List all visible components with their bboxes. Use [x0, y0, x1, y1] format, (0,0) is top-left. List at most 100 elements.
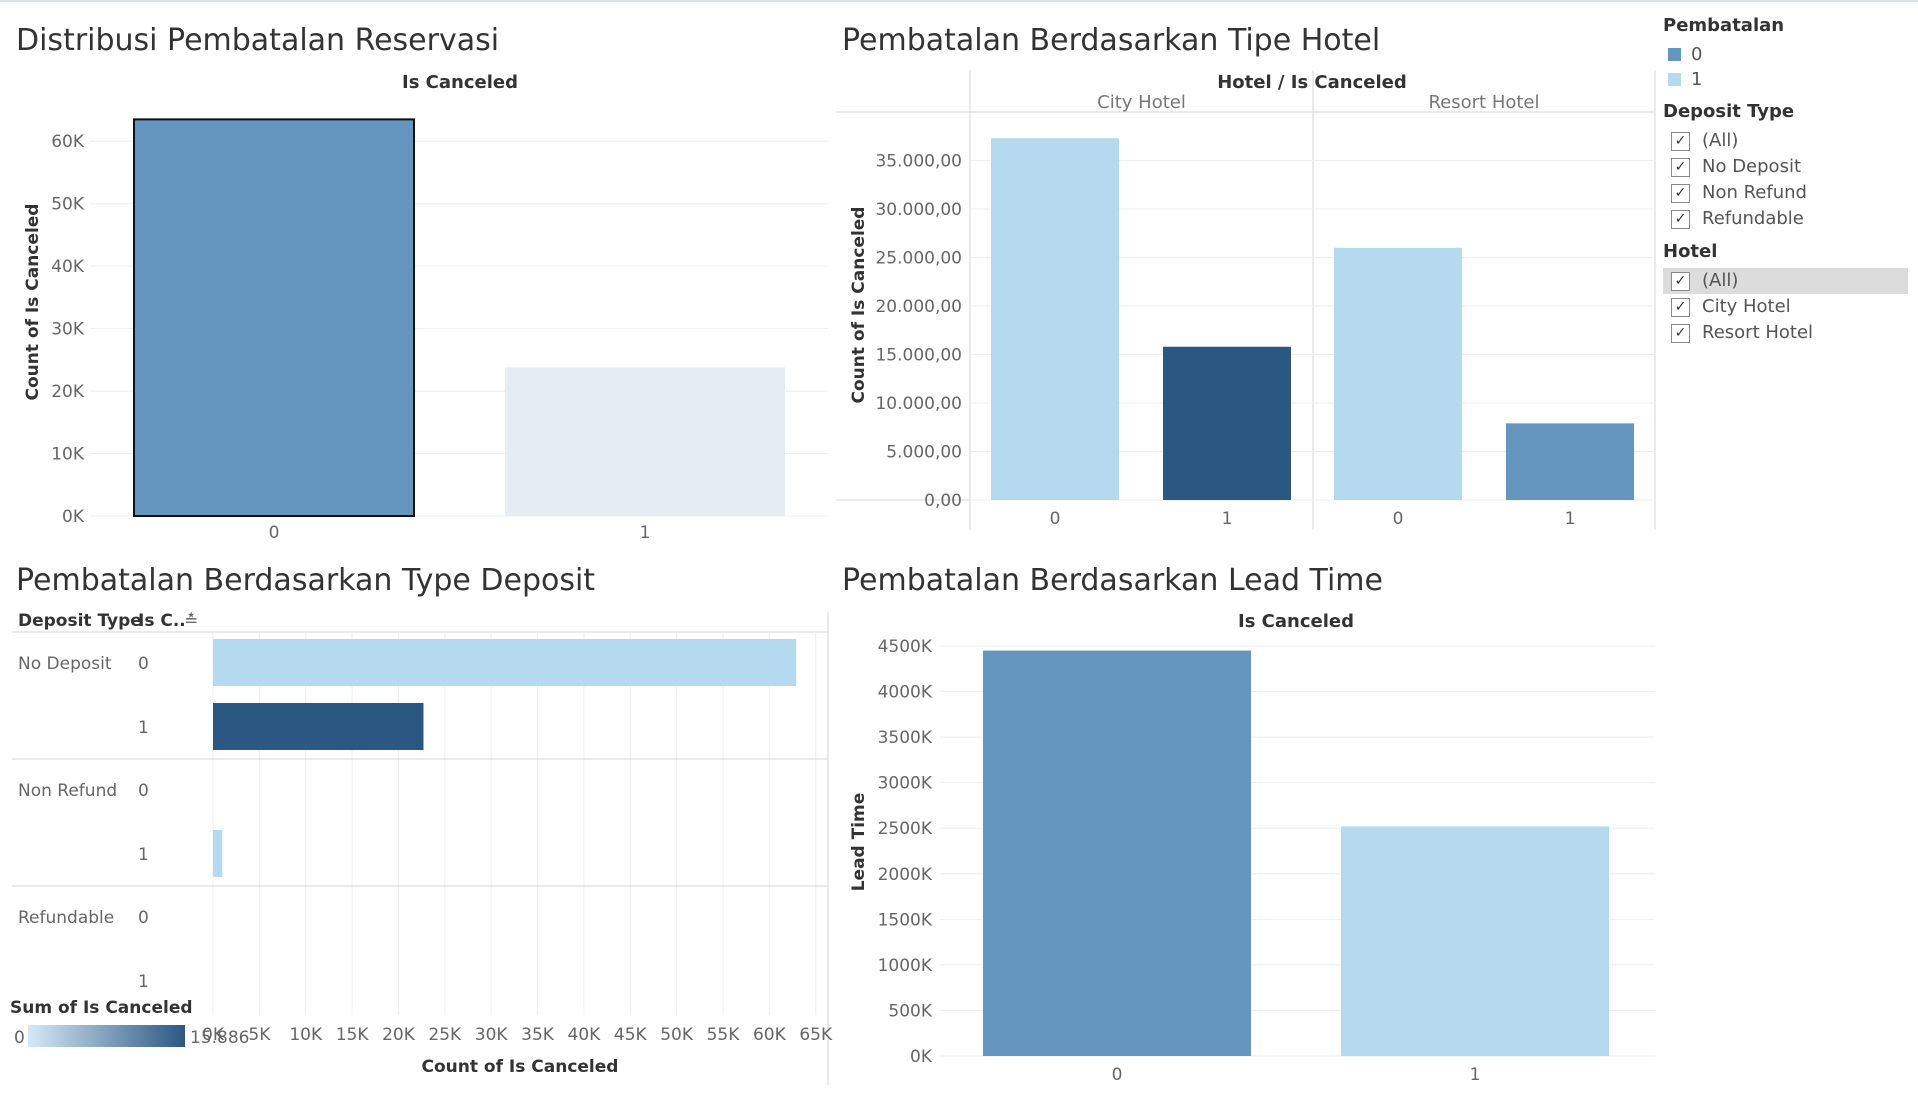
y-tick-label: 5.000,00 — [886, 443, 962, 463]
chart-title-lead-time: Pembatalan Berdasarkan Lead Time — [842, 563, 1383, 598]
hotel-filter-item[interactable]: ✓ (All) — [1663, 268, 1908, 294]
checkbox[interactable]: ✓ — [1671, 297, 1690, 317]
chart-title-hotel: Pembatalan Berdasarkan Tipe Hotel — [842, 23, 1380, 58]
y-axis-label: Count of Is Canceled — [23, 204, 43, 401]
x-tick-label: 20K — [382, 1025, 416, 1045]
y-tick-label: 20.000,00 — [875, 297, 962, 317]
filter-label: Resort Hotel — [1702, 322, 1814, 343]
y-tick-label: 35.000,00 — [875, 152, 962, 172]
row-label: 1 — [138, 972, 149, 992]
x-tick-label: 30K — [475, 1025, 509, 1045]
chart-title-deposit: Pembatalan Berdasarkan Type Deposit — [16, 563, 595, 598]
x-axis-label: Count of Is Canceled — [422, 1057, 619, 1077]
y-tick-label: 2000K — [878, 865, 933, 885]
x-tick-label: 0 — [1112, 1065, 1123, 1085]
bar — [1506, 423, 1634, 500]
bar — [1334, 247, 1462, 500]
chart-header: Hotel / Is Canceled — [1217, 72, 1407, 93]
deposit-filter-title: Deposit Type — [1663, 101, 1795, 122]
x-tick-label: 25K — [428, 1025, 462, 1045]
y-tick-label: 25.000,00 — [875, 249, 962, 269]
y-tick-label: 60K — [51, 132, 85, 152]
checkbox[interactable]: ✓ — [1671, 271, 1690, 291]
color-legend-min: 0 — [14, 1028, 25, 1048]
bar — [1341, 826, 1609, 1056]
checkbox[interactable]: ✓ — [1671, 183, 1690, 203]
x-tick-label: 40K — [568, 1025, 602, 1045]
hotel-filter-item[interactable]: ✓ City Hotel — [1663, 294, 1908, 320]
bar — [213, 830, 223, 877]
chart-title-distribution: Distribusi Pembatalan Reservasi — [16, 23, 499, 58]
y-tick-label: 20K — [51, 382, 85, 402]
legend-label: 1 — [1691, 69, 1703, 90]
dashboard-charts: Distribusi Pembatalan Reservasi Pembatal… — [10, 23, 1656, 1085]
hotel-filter-title: Hotel — [1663, 241, 1718, 262]
x-tick-label: 45K — [614, 1025, 648, 1045]
lead-time-chart: Is Canceled 0K 500K 1000K 1500K 2000K 2500K 300… — [849, 611, 1655, 1085]
x-tick-label: 1 — [1222, 509, 1233, 529]
deposit-filter-item[interactable]: ✓ Refundable — [1663, 206, 1908, 232]
x-tick-label: 35K — [521, 1025, 555, 1045]
color-legend-title: Sum of Is Canceled — [10, 998, 193, 1018]
legend-title: Pembatalan — [1663, 15, 1785, 36]
filter-label: City Hotel — [1702, 296, 1791, 317]
x-tick-label: 60K — [753, 1025, 787, 1045]
deposit-filter-item[interactable]: ✓ (All) — [1663, 128, 1908, 154]
row-label: 0 — [138, 781, 149, 801]
deposit-filter-item[interactable]: ✓ No Deposit — [1663, 154, 1908, 180]
row-label: 1 — [138, 718, 149, 738]
row-label: 0 — [138, 654, 149, 674]
x-tick-label: 0 — [1393, 509, 1404, 529]
distribution-chart: Is Canceled 0K 10K 20K 30K 40K 50K 60K Count of … — [23, 72, 828, 543]
y-tick-label: 0K — [62, 507, 85, 527]
checkbox[interactable]: ✓ — [1671, 323, 1690, 343]
panel-header: Resort Hotel — [1428, 92, 1539, 113]
filter-label: (All) — [1702, 270, 1739, 291]
y-tick-label: 30K — [51, 320, 85, 340]
legend-swatch — [1668, 73, 1681, 86]
y-tick-label: 10K — [51, 445, 85, 465]
row-label: 1 — [138, 845, 149, 865]
y-tick-label: 500K — [888, 1001, 932, 1021]
bar — [991, 138, 1119, 500]
filter-label: Refundable — [1702, 208, 1804, 229]
row-header: Deposit Type — [18, 611, 142, 631]
x-tick-label: 15K — [336, 1025, 370, 1045]
legend-swatch — [1668, 48, 1681, 61]
y-tick-label: 2500K — [878, 819, 933, 839]
group-label: No Deposit — [18, 654, 112, 674]
checkbox[interactable]: ✓ — [1671, 157, 1690, 177]
checkbox[interactable]: ✓ — [1671, 209, 1690, 229]
bar — [213, 639, 797, 686]
bar — [983, 650, 1251, 1056]
y-tick-label: 40K — [51, 257, 85, 277]
x-tick-label: 65K — [799, 1025, 833, 1045]
filter-label: Non Refund — [1702, 182, 1807, 203]
checkbox[interactable]: ✓ — [1671, 131, 1690, 151]
chart-header: Is Canceled — [402, 72, 518, 93]
x-tick-label: 1 — [1565, 509, 1576, 529]
x-tick-label: 0 — [1050, 509, 1061, 529]
row-label: 0 — [138, 908, 149, 928]
hotel-filter-item[interactable]: ✓ Resort Hotel — [1663, 320, 1908, 346]
legend-item[interactable]: 0 — [1663, 42, 1908, 67]
x-tick-label: 0 — [269, 523, 280, 543]
filter-label: No Deposit — [1702, 156, 1802, 177]
sort-icon: ≛ — [184, 611, 198, 631]
y-tick-label: 4500K — [878, 637, 933, 657]
legend-item[interactable]: 1 — [1663, 67, 1908, 92]
y-tick-label: 3000K — [878, 774, 933, 794]
chart-header: Is Canceled — [1238, 611, 1354, 632]
x-tick-label: 10K — [289, 1025, 323, 1045]
row-header: Is C.. — [138, 611, 186, 631]
bar — [1163, 346, 1291, 500]
deposit-filter-item[interactable]: ✓ Non Refund — [1663, 180, 1908, 206]
group-label: Refundable — [18, 908, 114, 928]
hotel-chart: Hotel / Is Canceled 0,00 5.000,00 10.000,00… — [836, 70, 1656, 530]
bar — [133, 118, 415, 517]
x-tick-label: 55K — [707, 1025, 741, 1045]
y-tick-label: 1500K — [878, 910, 933, 930]
legend-label: 0 — [1691, 44, 1703, 65]
y-tick-label: 10.000,00 — [875, 394, 962, 414]
